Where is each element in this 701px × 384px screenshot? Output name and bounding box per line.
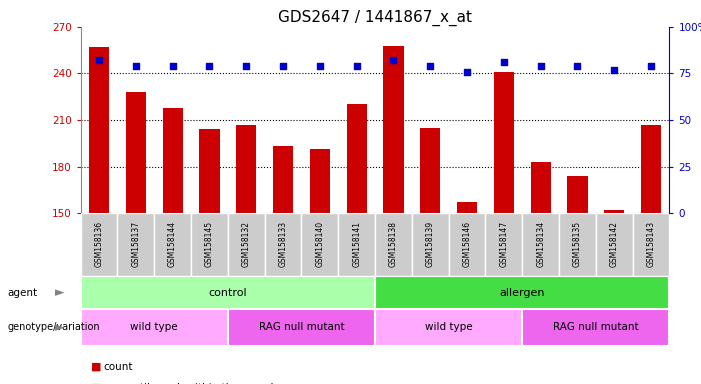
Point xyxy=(240,63,252,69)
Bar xyxy=(494,72,514,213)
Text: GSM158134: GSM158134 xyxy=(536,221,545,267)
Text: GSM158141: GSM158141 xyxy=(352,221,361,267)
Point xyxy=(461,68,472,74)
Bar xyxy=(375,276,669,309)
Text: ■: ■ xyxy=(91,362,102,372)
Text: GSM158146: GSM158146 xyxy=(463,221,472,267)
Text: GSM158140: GSM158140 xyxy=(315,221,325,267)
Point xyxy=(93,57,104,63)
Bar xyxy=(346,104,367,213)
Point xyxy=(425,63,436,69)
Bar xyxy=(163,108,183,213)
Text: GSM158145: GSM158145 xyxy=(205,221,214,267)
Bar xyxy=(420,128,440,213)
Bar xyxy=(265,213,301,276)
Bar xyxy=(236,125,257,213)
Point xyxy=(572,63,583,69)
Point xyxy=(351,63,362,69)
Text: GSM158132: GSM158132 xyxy=(242,221,251,267)
Text: GSM158137: GSM158137 xyxy=(131,221,140,267)
Bar xyxy=(310,149,330,213)
Point xyxy=(314,63,325,69)
Text: GSM158136: GSM158136 xyxy=(95,221,104,267)
Bar xyxy=(154,213,191,276)
Bar xyxy=(531,162,551,213)
Text: allergen: allergen xyxy=(500,288,545,298)
Bar xyxy=(118,213,154,276)
Text: GSM158147: GSM158147 xyxy=(499,221,508,267)
Text: GSM158139: GSM158139 xyxy=(426,221,435,267)
Text: percentile rank within the sample: percentile rank within the sample xyxy=(104,383,280,384)
Point xyxy=(167,63,178,69)
Text: RAG null mutant: RAG null mutant xyxy=(553,322,639,333)
Text: wild type: wild type xyxy=(130,322,178,333)
Bar xyxy=(273,146,293,213)
Bar xyxy=(522,213,559,276)
Bar xyxy=(632,213,669,276)
Point xyxy=(646,63,657,69)
Bar xyxy=(449,213,485,276)
Bar xyxy=(228,309,375,346)
Text: count: count xyxy=(104,362,133,372)
Point xyxy=(498,59,510,65)
Text: agent: agent xyxy=(7,288,37,298)
Point xyxy=(535,63,546,69)
Bar xyxy=(301,213,338,276)
Bar xyxy=(457,202,477,213)
Text: GSM158143: GSM158143 xyxy=(646,221,655,267)
Bar xyxy=(412,213,449,276)
Bar xyxy=(81,213,118,276)
Text: control: control xyxy=(208,288,247,298)
Title: GDS2647 / 1441867_x_at: GDS2647 / 1441867_x_at xyxy=(278,9,472,25)
Bar xyxy=(522,309,669,346)
Bar xyxy=(596,213,632,276)
Bar xyxy=(567,176,587,213)
Point xyxy=(388,57,399,63)
Bar xyxy=(559,213,596,276)
Bar xyxy=(81,276,375,309)
Text: ►: ► xyxy=(55,321,64,334)
Bar xyxy=(338,213,375,276)
Bar xyxy=(375,213,412,276)
Text: GSM158135: GSM158135 xyxy=(573,221,582,267)
Bar xyxy=(641,125,661,213)
Text: ■: ■ xyxy=(91,383,102,384)
Text: ►: ► xyxy=(55,286,64,299)
Text: genotype/variation: genotype/variation xyxy=(7,322,100,333)
Bar xyxy=(89,47,109,213)
Bar xyxy=(375,309,522,346)
Bar xyxy=(81,309,228,346)
Bar xyxy=(191,213,228,276)
Point xyxy=(204,63,215,69)
Text: GSM158142: GSM158142 xyxy=(610,221,619,267)
Point xyxy=(278,63,289,69)
Text: GSM158133: GSM158133 xyxy=(278,221,287,267)
Bar xyxy=(383,46,404,213)
Bar xyxy=(604,210,625,213)
Bar xyxy=(125,92,146,213)
Bar xyxy=(228,213,265,276)
Text: GSM158144: GSM158144 xyxy=(168,221,177,267)
Bar xyxy=(199,129,219,213)
Text: wild type: wild type xyxy=(425,322,472,333)
Point xyxy=(608,67,620,73)
Bar xyxy=(485,213,522,276)
Point xyxy=(130,63,142,69)
Text: GSM158138: GSM158138 xyxy=(389,221,398,267)
Text: RAG null mutant: RAG null mutant xyxy=(259,322,344,333)
